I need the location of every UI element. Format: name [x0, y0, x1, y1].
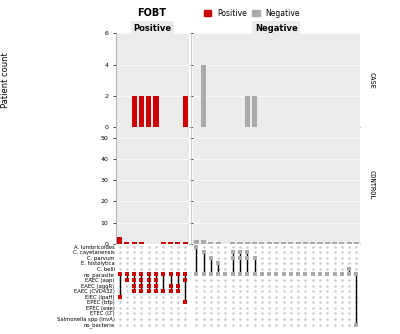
Y-axis label: CONTROL: CONTROL — [368, 170, 374, 200]
Bar — [252, 96, 257, 127]
Bar — [117, 237, 122, 244]
Bar — [346, 242, 352, 244]
Text: FOBT: FOBT — [137, 8, 166, 18]
Bar — [139, 96, 144, 127]
Bar — [325, 242, 330, 244]
Bar — [182, 242, 188, 244]
Bar — [208, 242, 214, 244]
Bar — [252, 242, 257, 244]
Bar — [245, 96, 250, 127]
Bar — [161, 242, 166, 244]
Bar — [296, 242, 301, 244]
Bar — [194, 239, 199, 244]
Bar — [303, 242, 308, 244]
Bar — [238, 242, 242, 244]
Bar — [230, 242, 235, 244]
Bar — [245, 242, 250, 244]
Bar — [146, 96, 151, 127]
Bar — [216, 242, 221, 244]
Bar — [201, 239, 206, 244]
Bar — [288, 242, 294, 244]
Bar — [201, 64, 206, 127]
Bar — [318, 242, 322, 244]
Bar — [281, 242, 286, 244]
Bar — [139, 242, 144, 244]
Bar — [132, 96, 137, 127]
Bar — [339, 242, 344, 244]
Bar — [332, 242, 337, 244]
Bar — [154, 96, 158, 127]
Y-axis label: CASE: CASE — [368, 72, 374, 89]
Bar — [124, 242, 130, 244]
Bar — [274, 242, 279, 244]
Bar — [354, 242, 359, 244]
Bar — [182, 96, 188, 127]
Bar — [132, 242, 137, 244]
Bar — [175, 242, 180, 244]
Title: Negative: Negative — [255, 24, 298, 33]
Bar — [259, 242, 264, 244]
Legend: Positive, Negative: Positive, Negative — [201, 5, 303, 21]
Text: Patient count: Patient count — [2, 52, 10, 108]
Bar — [168, 242, 173, 244]
Title: Positive: Positive — [133, 24, 172, 33]
Bar — [266, 242, 272, 244]
Bar — [310, 242, 315, 244]
